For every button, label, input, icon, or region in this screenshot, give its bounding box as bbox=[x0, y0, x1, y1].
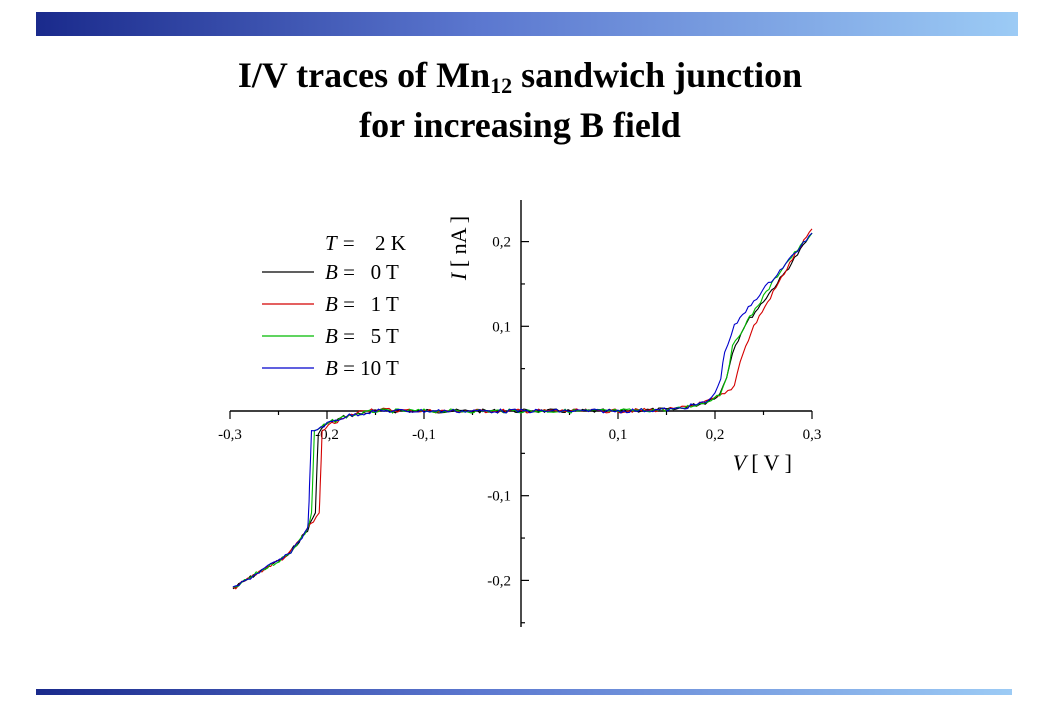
bottom-decoration-bar bbox=[36, 689, 1012, 695]
trace-series-1 bbox=[232, 228, 813, 590]
legend-label-1: B = 1 T bbox=[325, 292, 399, 316]
title-line2: for increasing B field bbox=[359, 105, 681, 145]
slide-title: I/V traces of Mn12 sandwich junction for… bbox=[0, 50, 1040, 150]
title-subscript: 12 bbox=[490, 73, 513, 98]
chart-axes: -0,3 -0,2 -0,1 0,1 0,2 0,3 0,2 0,1 -0,1 -0,2 V [ V… bbox=[218, 200, 821, 627]
legend-temperature: T = 2 K bbox=[325, 231, 406, 255]
x-tick-label: 0,2 bbox=[706, 427, 725, 443]
x-tick-label: 0,3 bbox=[803, 427, 822, 443]
y-tick-label: 0,1 bbox=[492, 319, 511, 335]
title-text-rest: sandwich junction bbox=[512, 55, 803, 95]
y-tick-label: -0,1 bbox=[487, 489, 511, 505]
x-tick-label: -0,2 bbox=[315, 427, 339, 443]
top-decoration-bar bbox=[36, 12, 1018, 36]
x-axis-label: V [ V ] bbox=[733, 450, 792, 475]
y-axis-label: I [ nA ] bbox=[446, 216, 471, 281]
x-tick-label: 0,1 bbox=[609, 427, 628, 443]
trace-series-3 bbox=[232, 232, 813, 588]
x-tick-label: -0,1 bbox=[412, 427, 436, 443]
y-tick-label: -0,2 bbox=[487, 573, 511, 589]
title-line1: I/V traces of Mn12 sandwich junction bbox=[237, 55, 803, 98]
legend-label-0: B = 0 T bbox=[325, 260, 399, 284]
chart-legend: T = 2 K B = 0 T B = 1 T B = 5 T B = 10 T bbox=[262, 231, 406, 380]
y-tick-label: 0,2 bbox=[492, 235, 511, 251]
legend-label-2: B = 5 T bbox=[325, 324, 399, 348]
legend-label-3: B = 10 T bbox=[325, 356, 399, 380]
chart-traces bbox=[232, 228, 813, 590]
title-text-main: I/V traces of Mn bbox=[237, 55, 491, 95]
x-tick-label: -0,3 bbox=[218, 427, 242, 443]
trace-series-0 bbox=[232, 232, 813, 590]
